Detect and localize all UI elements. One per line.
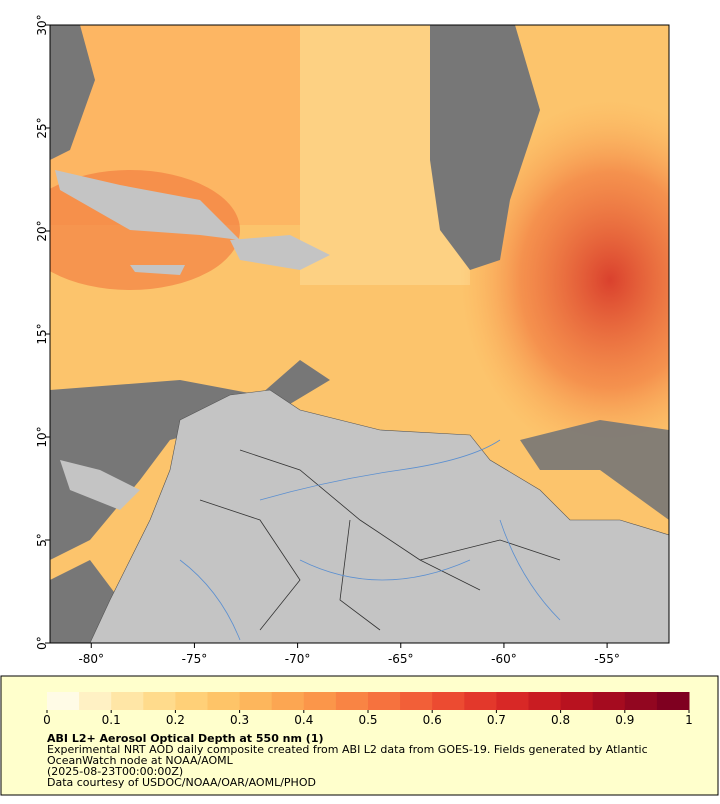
colorbar-swatch xyxy=(560,692,594,710)
colorbar-swatch xyxy=(143,692,176,710)
colorbar-tick-label: 0.4 xyxy=(294,713,313,727)
colorbar-swatch xyxy=(79,692,112,710)
colorbar-swatch xyxy=(303,692,337,710)
colorbar-swatch xyxy=(368,692,401,710)
y-tick-label: 0° xyxy=(35,636,49,650)
colorbar-swatch xyxy=(207,692,241,710)
caption-line: Experimental NRT AOD daily composite cre… xyxy=(47,743,648,756)
colorbar-swatch xyxy=(239,692,273,710)
colorbar-swatch xyxy=(464,692,497,710)
colorbar-tick-label: 0.7 xyxy=(487,713,506,727)
colorbar-tick-label: 0.6 xyxy=(423,713,442,727)
x-tick-label: -65° xyxy=(388,652,414,666)
colorbar-tick-label: 0.3 xyxy=(230,713,249,727)
colorbar-swatch xyxy=(175,692,208,710)
colorbar-tick-label: 0.5 xyxy=(358,713,377,727)
y-tick-label: 30° xyxy=(35,14,49,35)
y-tick-label: 20° xyxy=(35,220,49,241)
colorbar-tick-label: 0.9 xyxy=(615,713,634,727)
colorbar-swatch xyxy=(624,692,658,710)
colorbar-swatch xyxy=(111,692,144,710)
colorbar-swatch xyxy=(400,692,433,710)
colorbar-swatch xyxy=(271,692,305,710)
colorbar-tick-label: 0.1 xyxy=(102,713,121,727)
y-tick-label: 5° xyxy=(35,533,49,547)
x-tick-label: -75° xyxy=(182,652,208,666)
map-image xyxy=(50,25,669,643)
x-tick-label: -80° xyxy=(78,652,104,666)
caption-line: (2025-08-23T00:00:00Z) xyxy=(47,765,183,778)
colorbar-swatch xyxy=(528,692,562,710)
colorbar-swatch xyxy=(496,692,529,710)
colorbar-tick-label: 0 xyxy=(43,713,51,727)
y-tick-label: 15° xyxy=(35,323,49,344)
caption-title: ABI L2+ Aerosol Optical Depth at 550 nm … xyxy=(47,732,324,745)
colorbar-tick-label: 0.8 xyxy=(551,713,570,727)
x-tick-label: -55° xyxy=(594,652,620,666)
y-tick-label: 25° xyxy=(35,117,49,138)
colorbar-swatch xyxy=(47,692,80,710)
colorbar-tick-label: 0.2 xyxy=(166,713,185,727)
colorbar-tick-label: 1 xyxy=(685,713,693,727)
colorbar-swatch xyxy=(656,692,690,710)
x-tick-label: -70° xyxy=(285,652,311,666)
x-tick-label: -60° xyxy=(491,652,517,666)
y-tick-label: 10° xyxy=(35,426,49,447)
colorbar-swatch xyxy=(335,692,369,710)
colorbar-swatch xyxy=(592,692,626,710)
caption-line: Data courtesy of USDOC/NOAA/OAR/AOML/PHO… xyxy=(47,776,316,789)
caption-line: OceanWatch node at NOAA/AOML xyxy=(47,754,234,767)
colorbar-swatch xyxy=(432,692,465,710)
